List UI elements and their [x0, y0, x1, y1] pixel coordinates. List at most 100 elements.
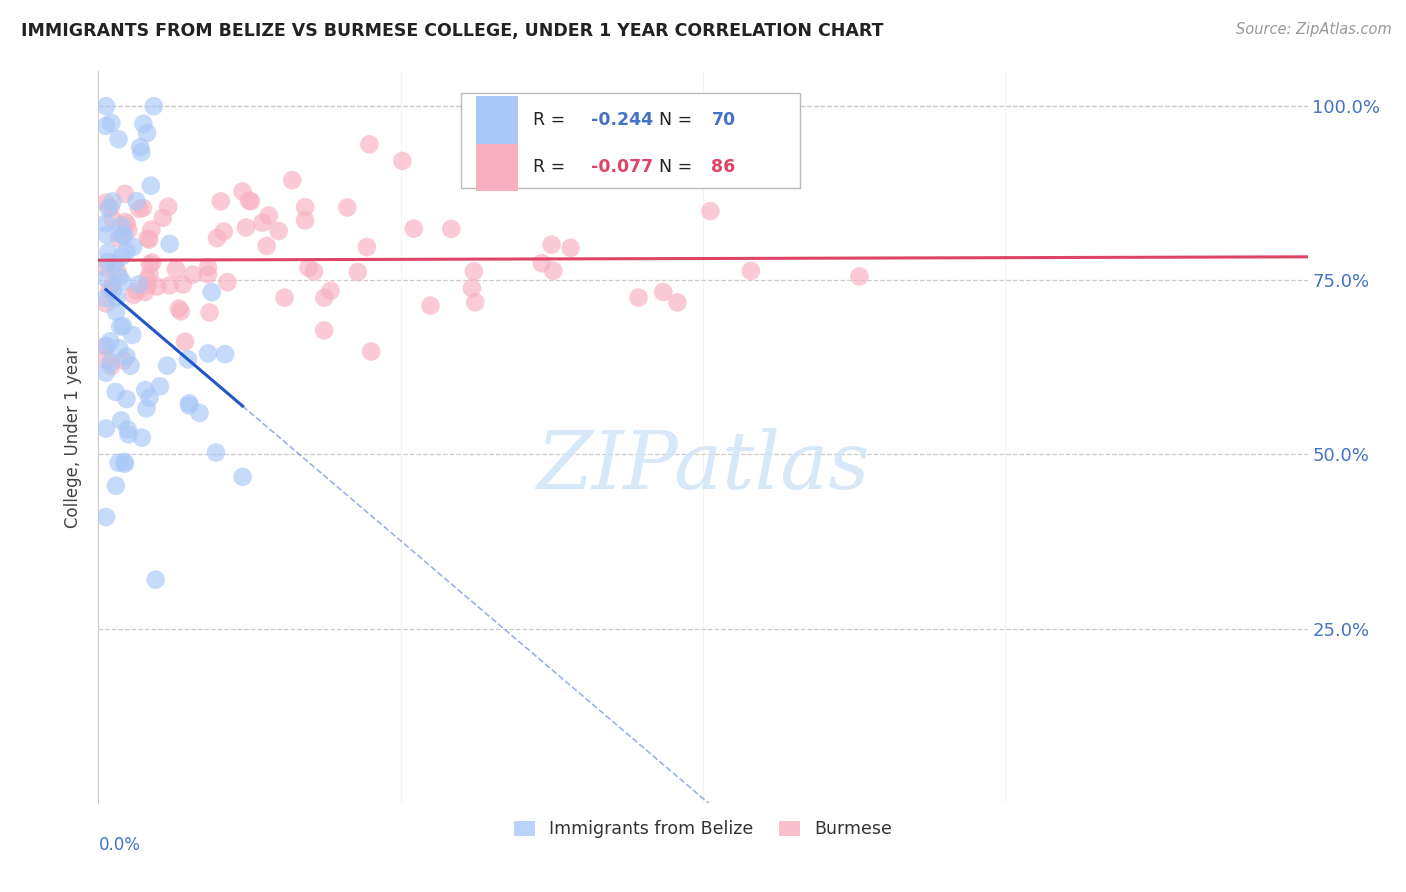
Point [135, 401, 157, 416]
Point [138, 391, 160, 405]
Point [94, 291, 117, 305]
Y-axis label: College, Under 1 year: College, Under 1 year [65, 346, 83, 528]
Point [132, 201, 155, 215]
Point [540, 237, 562, 252]
Point [110, 413, 132, 427]
Point [101, 278, 124, 293]
Text: R =: R = [533, 159, 571, 177]
Point [120, 359, 142, 373]
Point [152, 211, 174, 225]
Point [111, 319, 134, 334]
Point [138, 233, 160, 247]
Point [94, 260, 117, 275]
Point [666, 295, 689, 310]
Point [256, 239, 278, 253]
Point [170, 304, 193, 318]
Point [142, 99, 165, 113]
Point [129, 140, 152, 154]
Point [138, 268, 160, 282]
Point [104, 478, 127, 492]
Point [156, 359, 179, 373]
Point [198, 305, 221, 319]
Point [314, 291, 336, 305]
Point [560, 241, 582, 255]
Point [157, 200, 180, 214]
Point [96, 228, 118, 243]
Point [740, 264, 762, 278]
Point [440, 222, 463, 236]
Point [108, 231, 131, 245]
Point [131, 145, 153, 160]
Point [699, 204, 721, 219]
Point [136, 272, 159, 286]
Point [94, 352, 117, 367]
Point [110, 319, 132, 334]
Point [159, 236, 181, 251]
Point [128, 277, 150, 292]
Point [101, 212, 124, 227]
Point [197, 346, 219, 360]
Point [359, 137, 381, 152]
Point [94, 216, 117, 230]
Legend: Immigrants from Belize, Burmese: Immigrants from Belize, Burmese [508, 814, 898, 846]
Point [94, 271, 117, 285]
Point [530, 256, 553, 270]
Point [174, 334, 197, 349]
Point [346, 265, 368, 279]
Point [104, 384, 127, 399]
Point [114, 455, 136, 469]
Point [94, 421, 117, 435]
Point [273, 291, 295, 305]
Point [181, 268, 204, 282]
Point [94, 119, 117, 133]
Point [314, 323, 336, 337]
Point [117, 423, 139, 437]
Point [115, 350, 138, 364]
Point [177, 352, 200, 367]
Point [214, 347, 236, 361]
Point [114, 186, 136, 201]
Point [139, 257, 162, 271]
Point [94, 339, 117, 353]
Point [117, 427, 139, 442]
Point [122, 288, 145, 302]
Point [94, 99, 117, 113]
Point [132, 117, 155, 131]
Text: 70: 70 [711, 111, 735, 129]
Point [94, 366, 117, 380]
Point [356, 240, 378, 254]
Point [543, 264, 565, 278]
Point [238, 194, 260, 208]
Point [115, 392, 138, 406]
Point [179, 399, 201, 413]
Point [652, 285, 675, 299]
FancyBboxPatch shape [475, 96, 517, 144]
Point [104, 257, 127, 271]
Point [212, 225, 235, 239]
Point [209, 194, 232, 209]
Point [197, 268, 219, 282]
Point [107, 132, 129, 146]
Point [848, 269, 870, 284]
Point [172, 277, 194, 292]
FancyBboxPatch shape [475, 144, 517, 191]
Point [122, 240, 145, 254]
Point [136, 231, 159, 245]
Point [294, 213, 316, 227]
Point [297, 260, 319, 275]
Point [94, 510, 117, 524]
Point [136, 126, 159, 140]
Point [217, 275, 239, 289]
Text: -0.077: -0.077 [591, 159, 652, 177]
Point [94, 195, 117, 210]
Point [101, 284, 124, 298]
Point [125, 284, 148, 298]
Point [201, 285, 224, 300]
Point [94, 296, 117, 310]
Point [111, 250, 134, 264]
Point [98, 334, 121, 349]
Point [100, 359, 122, 373]
Point [257, 209, 280, 223]
Point [128, 202, 150, 216]
Point [159, 278, 181, 293]
